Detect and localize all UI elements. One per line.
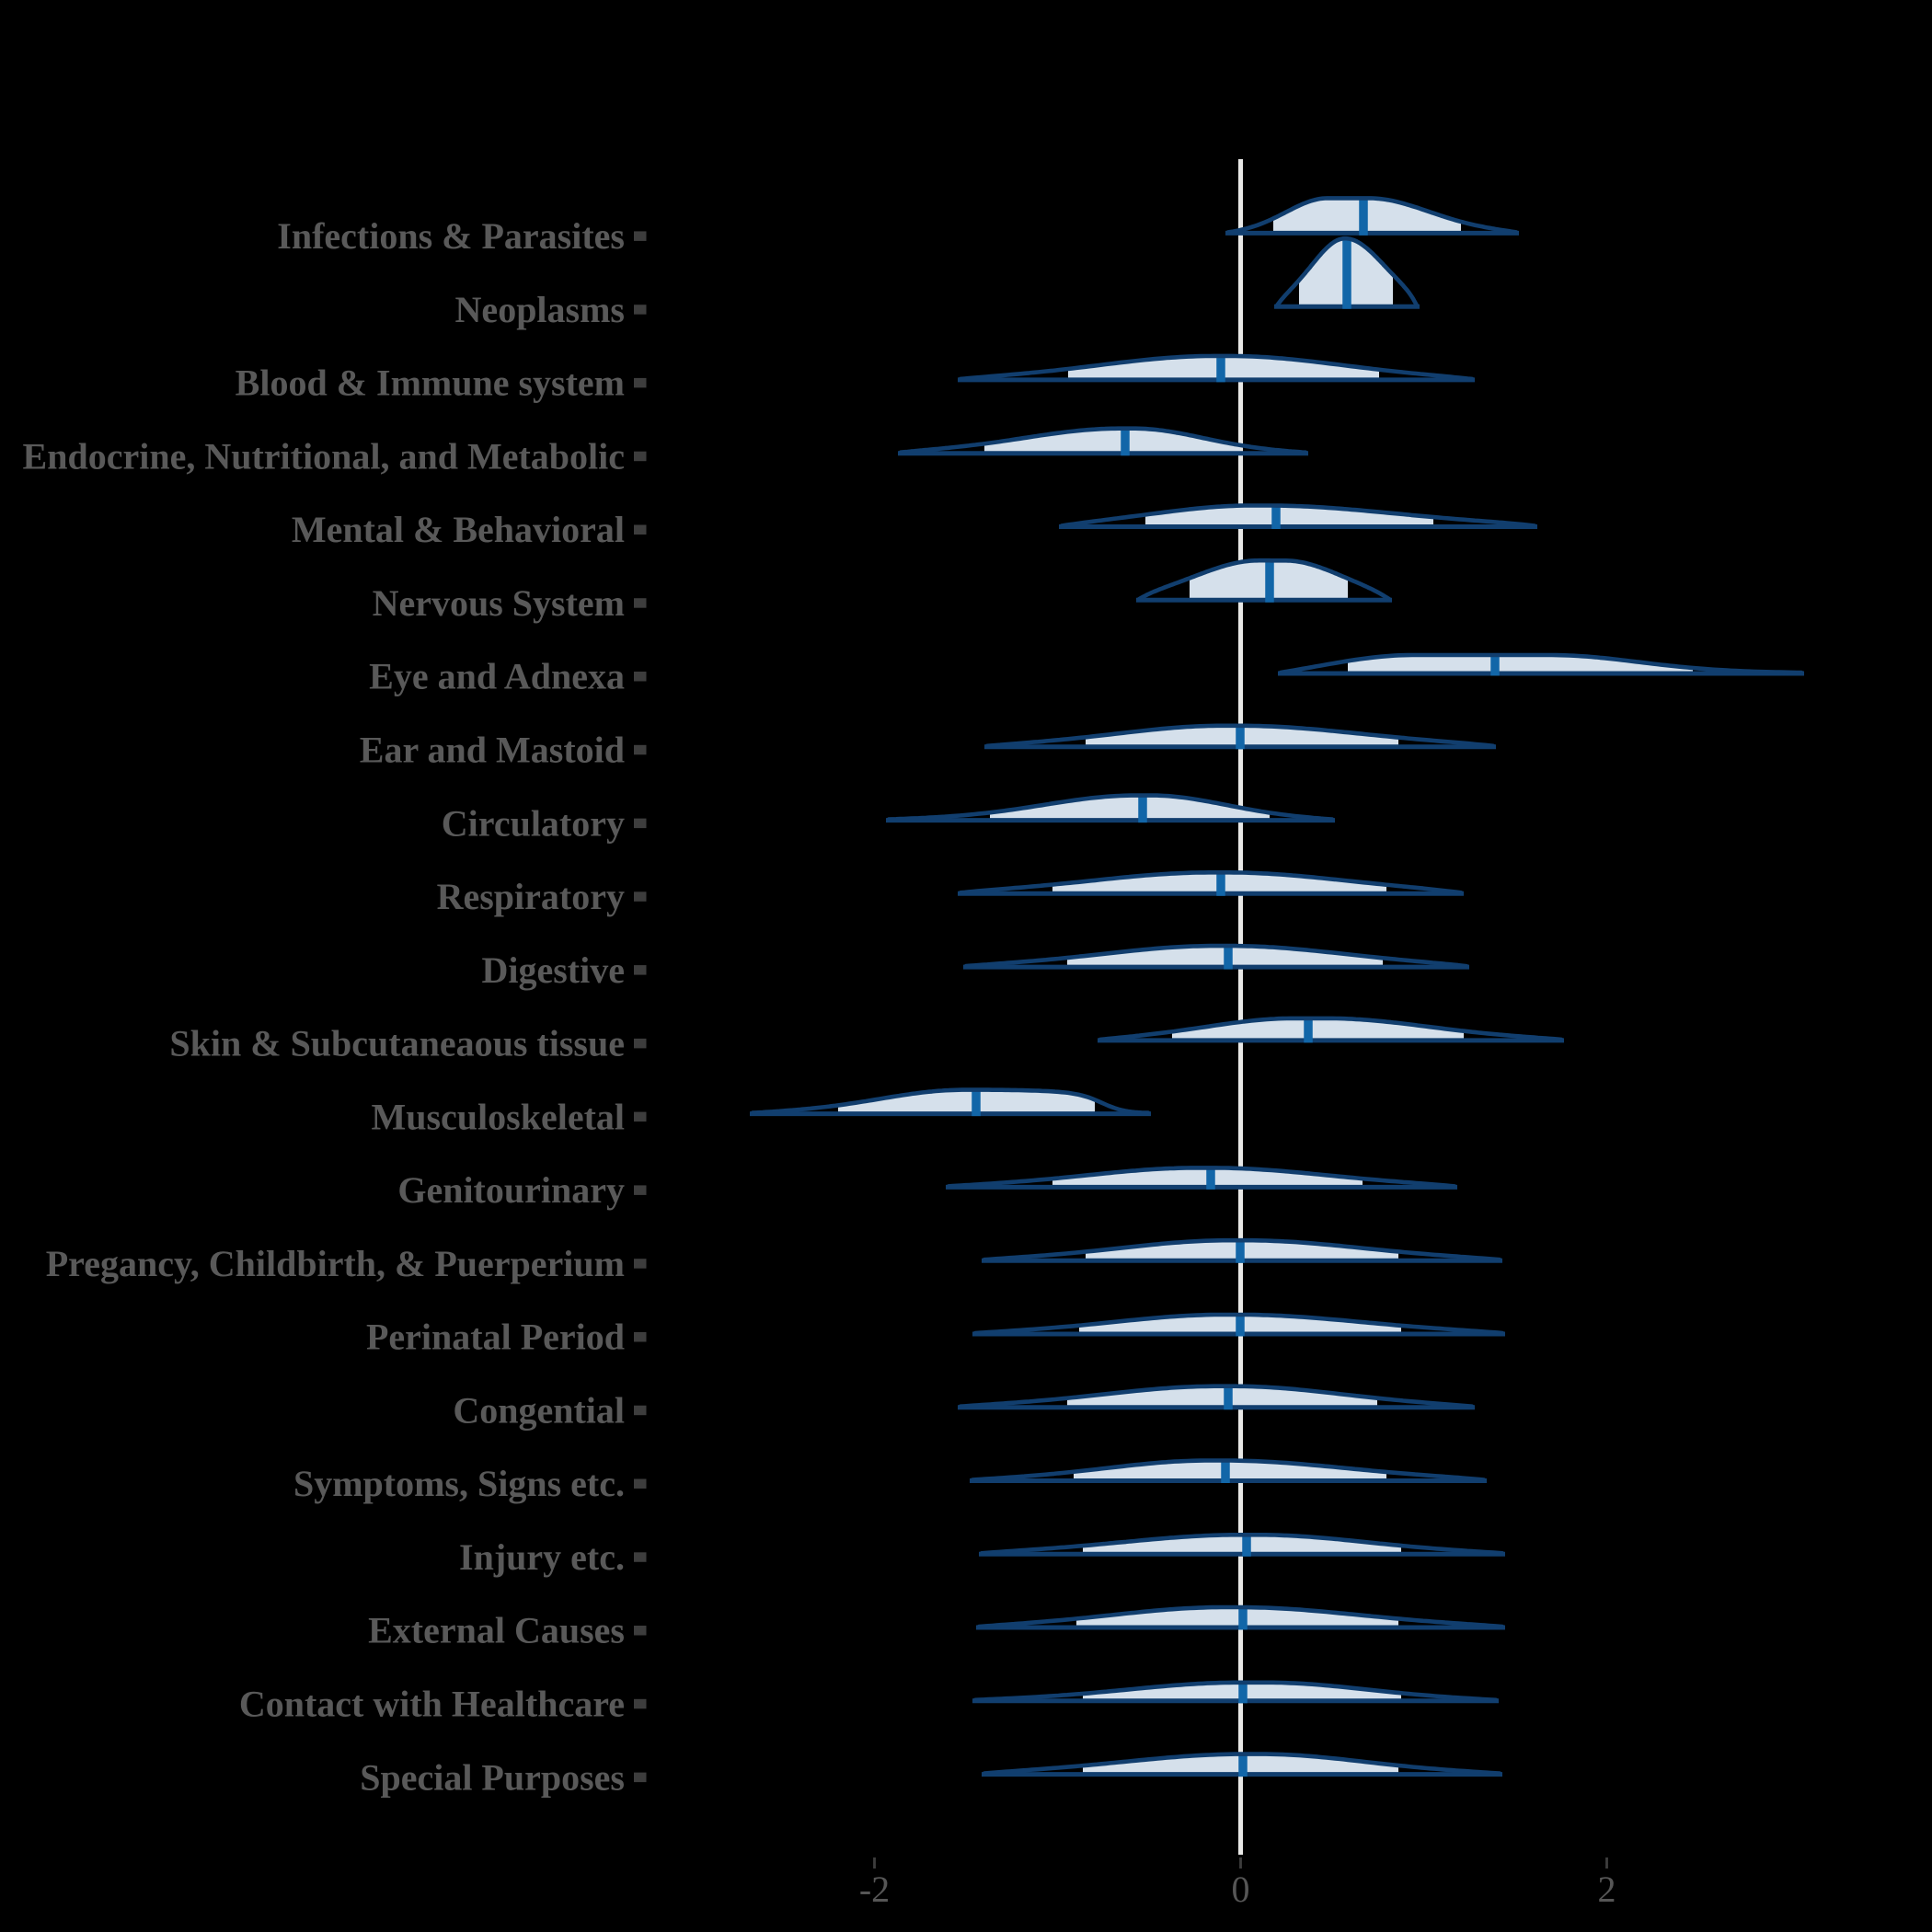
svg-text:Congential: Congential (453, 1389, 625, 1431)
svg-text:0: 0 (1232, 1869, 1250, 1910)
svg-text:Symptoms, Signs etc.: Symptoms, Signs etc. (293, 1463, 625, 1504)
svg-text:Endocrine, Nutritional, and Me: Endocrine, Nutritional, and Metabolic (23, 435, 625, 477)
svg-text:Pregancy, Childbirth, & Puerpe: Pregancy, Childbirth, & Puerperium (46, 1243, 625, 1284)
svg-text:Eye and Adnexa: Eye and Adnexa (369, 656, 625, 697)
svg-text:Neoplasms: Neoplasms (455, 289, 625, 330)
svg-text:Special Purposes: Special Purposes (360, 1756, 625, 1798)
svg-text:External Causes: External Causes (368, 1610, 625, 1651)
svg-text:Blood & Immune system: Blood & Immune system (236, 362, 625, 404)
svg-text:Nervous System: Nervous System (373, 582, 625, 624)
svg-text:Respiratory: Respiratory (437, 876, 625, 917)
svg-text:Contact with Healthcare: Contact with Healthcare (239, 1684, 625, 1725)
svg-text:Genitourinary: Genitourinary (397, 1169, 625, 1211)
svg-text:Injury etc.: Injury etc. (459, 1536, 625, 1578)
svg-text:Digestive: Digestive (481, 949, 625, 991)
svg-text:Ear and Mastoid: Ear and Mastoid (360, 730, 625, 771)
svg-text:-2: -2 (859, 1869, 890, 1910)
svg-text:2: 2 (1598, 1869, 1616, 1910)
svg-text:Skin & Subcutaneaous tissue: Skin & Subcutaneaous tissue (169, 1023, 625, 1064)
svg-text:Perinatal Period: Perinatal Period (366, 1317, 625, 1358)
svg-text:Circulatory: Circulatory (442, 802, 625, 844)
svg-text:Musculoskeletal: Musculoskeletal (371, 1096, 625, 1137)
svg-text:Infections & Parasites: Infections & Parasites (277, 215, 625, 257)
svg-text:Mental & Behavioral: Mental & Behavioral (292, 509, 625, 550)
